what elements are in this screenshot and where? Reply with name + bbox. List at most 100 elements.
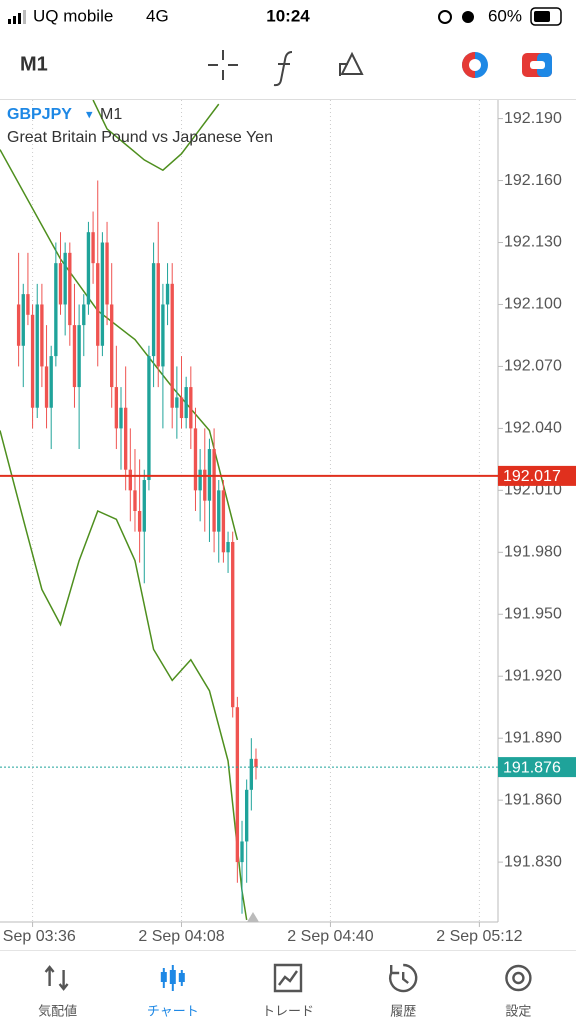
tab-label: チャート — [147, 1003, 199, 1018]
candle-body — [142, 480, 146, 532]
candle-body — [203, 469, 207, 501]
one-click-button[interactable] — [522, 53, 552, 77]
candle-body — [40, 304, 44, 367]
network: 4G — [146, 6, 169, 25]
y-tick-label: 191.920 — [504, 667, 562, 684]
candle-body — [156, 263, 160, 367]
candle-body — [44, 366, 49, 408]
candle-body — [179, 397, 184, 419]
signal-bar — [8, 19, 11, 24]
y-tick-label: 192.070 — [504, 358, 562, 375]
axes: 192.190 192.160 192.130 192.100 192.070 192.0… — [0, 110, 576, 945]
y-tick-label: 191.860 — [504, 791, 562, 808]
signal-bar — [23, 10, 26, 24]
carrier: UQ mobile — [33, 6, 113, 25]
candle-body — [161, 304, 165, 367]
candle-body — [49, 356, 53, 408]
scroll-marker — [247, 912, 259, 922]
y-tick-label: 191.980 — [504, 544, 562, 561]
candle-body — [170, 283, 174, 408]
status-bar: UQ mobile 4G 10:24 60% — [8, 6, 562, 26]
candle-body — [193, 428, 198, 491]
candle-body — [244, 789, 249, 842]
tab-icon-candle — [169, 970, 176, 984]
candle-body — [119, 407, 123, 429]
candle-body — [147, 356, 151, 481]
candle-body — [54, 263, 58, 357]
candle-body — [198, 469, 202, 491]
candle-body — [68, 252, 72, 326]
signal-bar — [18, 13, 21, 24]
candle-body — [82, 304, 86, 326]
x-tick-label: 2 Sep 04:40 — [287, 928, 373, 945]
y-tick-label: 191.950 — [504, 605, 562, 622]
tab[interactable]: 履歴 — [389, 963, 418, 1018]
alarm-icon — [462, 11, 474, 23]
candle-body — [254, 758, 258, 768]
candle-body — [72, 325, 77, 388]
battery-percent: 60% — [488, 6, 522, 25]
tab-label: 気配値 — [38, 1003, 77, 1018]
toolbar: M1 — [20, 50, 552, 87]
objects-button[interactable] — [339, 51, 364, 76]
battery-icon — [530, 7, 562, 26]
price-label-box — [498, 465, 576, 486]
y-tick-label: 192.040 — [504, 420, 562, 437]
indicator-button[interactable] — [273, 51, 293, 87]
candle-body — [16, 304, 21, 346]
y-tick-label: 191.830 — [504, 853, 562, 870]
tab-icon — [44, 965, 69, 991]
tab-icon — [389, 963, 418, 993]
candle-body — [212, 449, 216, 532]
candle-body — [240, 841, 244, 863]
candle-body — [175, 397, 179, 408]
symbol-description: Great Britain Pound vs Japanese Yen — [7, 129, 273, 146]
candle-body — [189, 387, 193, 429]
tab[interactable]: チャート — [147, 965, 199, 1018]
tab-icon — [273, 963, 303, 993]
tab[interactable]: 設定 — [505, 964, 532, 1018]
tab-icon-candle — [160, 972, 167, 982]
candle-body — [30, 314, 35, 408]
x-tick-label: 2 Sep 05:12 — [436, 928, 522, 945]
candle-body — [96, 263, 100, 346]
candle-body — [231, 541, 235, 708]
symbol[interactable]: GBPJPY — [7, 106, 72, 123]
tab-icon — [505, 964, 532, 992]
candle-body — [128, 469, 132, 491]
tab-label: トレード — [262, 1003, 314, 1018]
tab[interactable]: 気配値 — [38, 965, 77, 1018]
trade-button[interactable] — [462, 52, 488, 78]
battery-level — [534, 11, 550, 22]
indicator-line — [92, 100, 220, 172]
signal-bar — [13, 16, 16, 24]
tab-icon-candle — [178, 973, 185, 982]
symbol-dropdown[interactable]: ▾ — [86, 106, 93, 121]
price-label-box — [498, 757, 576, 778]
plot-area — [0, 100, 480, 922]
x-tick-label: 2 Sep 04:08 — [138, 928, 224, 945]
candle-body — [249, 758, 254, 790]
clock: 10:24 — [266, 6, 310, 25]
tab-bar: 気配値 チャート トレード 履歴 設定 — [38, 963, 532, 1018]
candle-body — [105, 242, 109, 305]
indicator-line — [0, 430, 248, 921]
candle-body — [26, 294, 30, 315]
candle-body — [235, 707, 240, 863]
tab[interactable]: トレード — [262, 963, 314, 1018]
candle-body — [58, 263, 63, 305]
candle-body — [110, 304, 114, 388]
candle-body — [221, 490, 226, 553]
x-tick-label: 2 Sep 03:36 — [0, 928, 76, 945]
candle-body — [91, 232, 95, 264]
candle-body — [35, 304, 39, 408]
candle-body — [184, 387, 188, 419]
candle-body — [207, 449, 212, 501]
candle-body — [100, 242, 105, 346]
y-tick-label: 192.130 — [504, 234, 562, 251]
candle-body — [63, 252, 67, 305]
timeframe-button[interactable]: M1 — [20, 53, 48, 75]
crosshair-button[interactable] — [208, 50, 238, 80]
